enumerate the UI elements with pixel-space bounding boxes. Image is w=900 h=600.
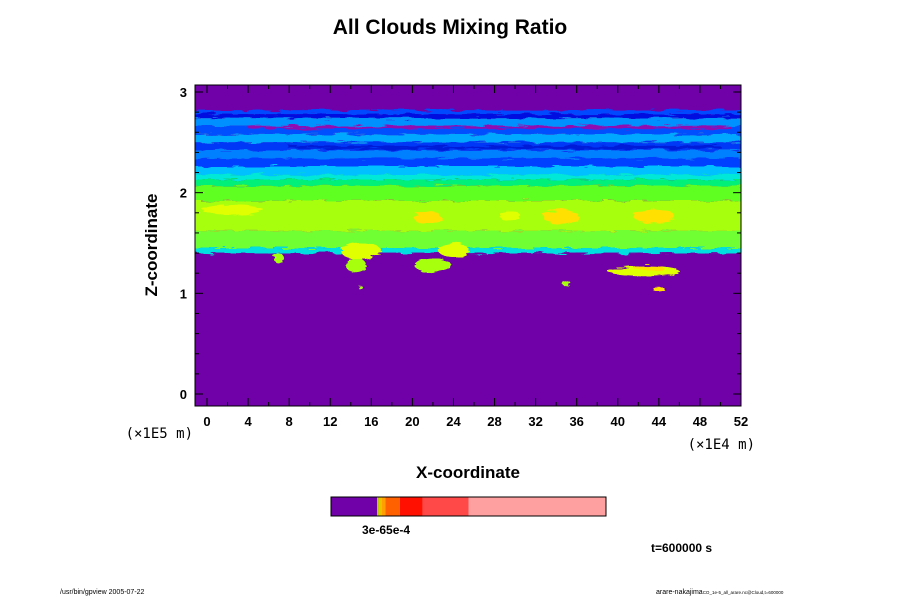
footer-author-name: arare-nakajima [656,589,703,596]
x-tick-label: 16 [364,414,378,429]
x-tick-label: 32 [528,414,542,429]
y-axis-title: Z-coordinate [142,194,161,297]
cloud-layer-13 [195,230,741,249]
x-scale-note: (×1E5 m) [126,426,193,442]
cloud-feature-14 [652,287,666,292]
cloud-layer-7 [195,158,741,167]
colorbar-segment-4 [385,497,400,516]
cloud-layers [195,110,741,292]
cloud-layer-9 [195,174,741,180]
cloud-layer-3 [195,126,741,135]
cloud-feature-4 [633,208,675,223]
cloud-feature-13 [633,266,664,271]
cloud-feature-6 [438,243,469,258]
y-tick-label: 1 [180,286,187,301]
colorbar-segment-2 [379,497,382,516]
cloud-layer-0 [195,110,741,115]
cloud-feature-0 [201,204,264,215]
cloud-layer-6 [195,150,741,159]
cloud-layer-10 [195,179,741,186]
y-tick-label: 3 [180,85,187,100]
cloud-feature-9 [358,286,364,291]
cloud-band-0 [248,125,731,129]
x-tick-label: 40 [611,414,625,429]
colorbar-tick-label: 3e-65e-4 [362,523,411,537]
time-label: t=600000 s [651,541,713,555]
x-tick-label: 8 [286,414,293,429]
cloud-feature-7 [345,258,367,273]
cloud-feature-10 [414,258,452,273]
cloud-feature-1 [414,210,442,225]
x-tick-label: 36 [569,414,583,429]
cloud-layer-11 [195,185,741,201]
x-tick-label: 48 [693,414,707,429]
footer-source-file: CO_1e-5_all_arare.nc@Cloud,t=600000 [702,590,784,595]
cloud-layer-4 [195,134,741,143]
y-tick-label: 2 [180,186,187,201]
colorbar-segment-1 [377,497,380,516]
cloud-layer-8 [195,166,741,175]
colorbar-segment-7 [468,497,606,516]
cloud-feature-3 [542,209,580,224]
colorbar-segment-5 [399,497,423,516]
x-axis-title: X-coordinate [416,463,520,482]
y-tick-label: 0 [180,387,187,402]
x-tick-label: 24 [446,414,461,429]
cloud-layer-2 [195,118,741,127]
x-multiplier-note: (×1E4 m) [688,437,755,453]
colorbar-segment-0 [331,497,378,516]
chart-title: All Clouds Mixing Ratio [332,16,568,39]
cloud-feature-2 [499,210,521,221]
x-tick-label: 28 [487,414,501,429]
heatmap-field [195,85,741,406]
x-tick-label: 52 [734,414,748,429]
colorbar [330,496,607,517]
footer-author: arare-nakajimaCO_1e-5_all_arare.nc@Cloud… [656,589,783,596]
x-tick-label: 0 [203,414,210,429]
cloud-band-1 [289,145,721,149]
cloud-feature-5 [340,243,382,260]
footer-command: /usr/bin/gpview 2005-07-22 [60,589,145,596]
x-tick-label: 20 [405,414,419,429]
cloud-feature-8 [273,253,285,264]
colorbar-segment-6 [422,497,469,516]
cloud-feature-11 [562,280,571,287]
x-tick-label: 4 [244,414,252,429]
colorbar-frame [330,496,607,517]
plot-frame [194,84,742,407]
colorbar-segment-3 [381,497,386,516]
x-tick-label: 44 [652,414,667,429]
x-tick-label: 12 [323,414,337,429]
cloud-layer-1 [195,114,741,119]
